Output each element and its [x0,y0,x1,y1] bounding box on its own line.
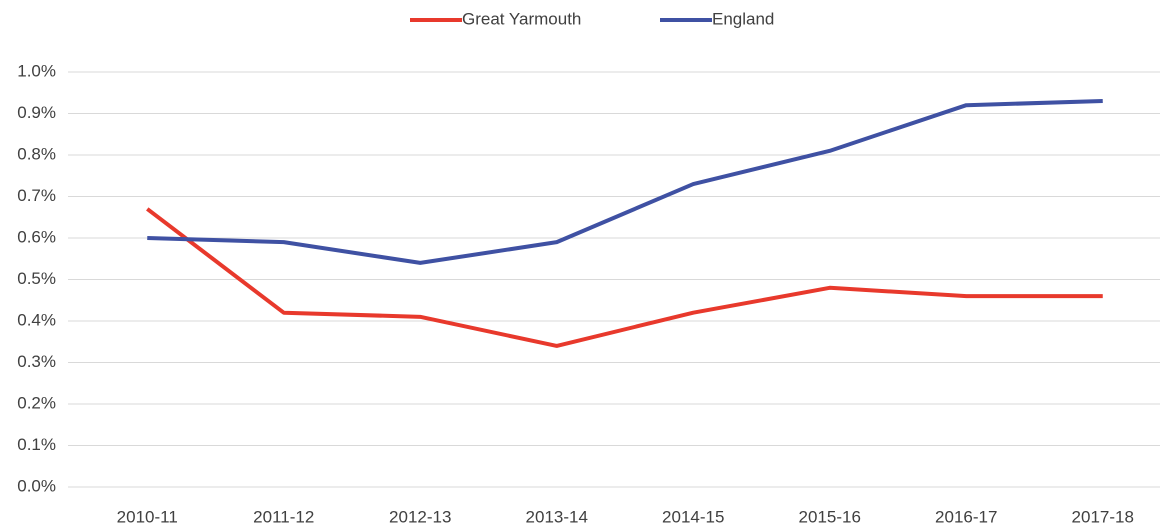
legend-label: England [712,9,774,28]
x-tick-label: 2017-18 [1072,507,1134,526]
legend-label: Great Yarmouth [462,9,581,28]
x-tick-label: 2013-14 [526,507,588,526]
y-tick-label: 0.9% [17,103,56,122]
series-line [146,207,1103,348]
y-tick-label: 0.6% [17,227,56,246]
y-tick-label: 0.2% [17,393,56,412]
y-tick-label: 0.1% [17,435,56,454]
y-tick-label: 0.0% [17,476,56,495]
y-tick-label: 0.8% [17,144,56,163]
x-tick-label: 2010-11 [117,507,178,526]
x-tick-label: 2016-17 [935,507,997,526]
y-tick-label: 0.5% [17,269,56,288]
x-tick-label: 2011-12 [253,507,314,526]
x-tick-label: 2014-15 [662,507,724,526]
y-tick-label: 0.7% [17,186,56,205]
y-tick-label: 0.3% [17,352,56,371]
y-tick-label: 1.0% [17,61,56,80]
series-line [147,99,1103,265]
x-tick-label: 2012-13 [389,507,451,526]
x-tick-label: 2015-16 [799,507,861,526]
y-tick-label: 0.4% [17,310,56,329]
